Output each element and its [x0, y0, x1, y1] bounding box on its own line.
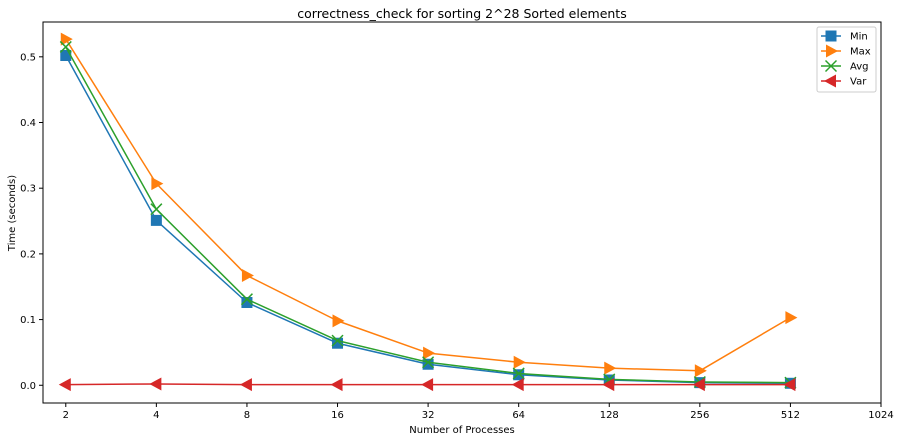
data-point-max — [332, 314, 345, 328]
y-tick-label: 0.0 — [20, 381, 36, 392]
data-point-min — [60, 50, 72, 62]
x-tick-label: 1024 — [868, 410, 893, 421]
data-point-var — [783, 378, 796, 392]
data-point-var — [692, 378, 705, 392]
x-tick-label: 256 — [690, 410, 709, 421]
data-point-avg — [240, 293, 253, 306]
y-tick-label: 0.5 — [20, 52, 36, 63]
plot-area — [58, 32, 798, 392]
data-point-var — [149, 377, 162, 391]
y-axis-label: Time (seconds) — [7, 175, 18, 252]
data-point-max — [785, 311, 798, 325]
x-tick-label: 512 — [781, 410, 800, 421]
series-avg — [59, 40, 797, 389]
y-tick-label: 0.1 — [20, 315, 36, 326]
data-point-min — [513, 369, 525, 381]
legend-marker-var — [824, 74, 836, 88]
legend-label-avg: Avg — [850, 62, 869, 73]
data-point-var — [421, 378, 434, 392]
data-point-avg — [59, 40, 72, 53]
x-axis-label: Number of Processes — [409, 425, 514, 436]
legend-marker-avg — [824, 59, 838, 73]
x-tick-label: 8 — [244, 410, 250, 421]
data-point-avg — [512, 367, 525, 380]
legend-label-max: Max — [850, 47, 871, 58]
x-tick-label: 4 — [153, 410, 159, 421]
legend-label-var: Var — [850, 77, 867, 88]
data-point-var — [58, 378, 71, 392]
data-point-max — [241, 269, 254, 283]
x-axis: 2 4 8 16 32 64 128 256 512 1024 — [63, 403, 894, 421]
series-line-avg — [65, 46, 791, 384]
data-point-min — [422, 358, 434, 370]
series-max — [60, 32, 798, 378]
data-point-max — [513, 355, 526, 369]
data-point-max — [423, 346, 436, 360]
y-tick-label: 0.2 — [20, 249, 36, 260]
x-tick-label: 2 — [63, 410, 69, 421]
x-tick-label: 32 — [422, 410, 435, 421]
data-point-var — [330, 378, 343, 392]
data-point-var — [239, 378, 252, 392]
data-point-max — [694, 364, 707, 378]
data-point-avg — [150, 203, 163, 216]
y-tick-label: 0.3 — [20, 184, 36, 195]
data-point-var — [602, 378, 615, 392]
chart-title: correctness_check for sorting 2^28 Sorte… — [297, 6, 626, 21]
series-var — [58, 377, 796, 392]
data-point-min — [332, 337, 344, 349]
legend-marker-min — [825, 30, 837, 42]
legend-box — [816, 26, 877, 93]
data-point-avg — [422, 356, 435, 369]
data-point-min — [150, 214, 162, 226]
legend-marker-max — [826, 44, 838, 58]
legend-label-min: Min — [850, 32, 868, 43]
series-line-min — [65, 55, 791, 385]
data-point-max — [60, 32, 73, 46]
y-tick-label: 0.4 — [20, 118, 36, 129]
series-min — [60, 50, 796, 389]
data-point-max — [151, 177, 164, 191]
series-line-max — [65, 38, 791, 372]
data-point-min — [241, 296, 253, 308]
data-point-max — [604, 361, 617, 375]
x-tick-label: 16 — [331, 410, 344, 421]
data-point-var — [511, 378, 524, 392]
y-axis: 0.0 0.1 0.2 0.3 0.4 0.5 — [20, 52, 43, 392]
x-tick-label: 64 — [512, 410, 525, 421]
data-point-avg — [331, 334, 344, 347]
plot-frame — [42, 21, 882, 404]
legend: Min Max Avg Var — [816, 26, 877, 93]
x-tick-label: 128 — [600, 410, 619, 421]
